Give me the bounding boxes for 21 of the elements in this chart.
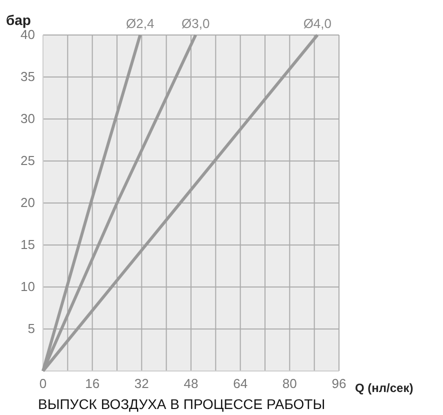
x-tick-label: 48 [184,376,198,392]
y-tick-label: 40 [20,27,35,42]
y-tick-label: 15 [20,237,35,252]
x-tick-label: 80 [282,376,297,392]
y-tick-label: 30 [20,111,35,126]
y-tick-label: 5 [28,321,35,336]
text: ВЫПУСК ВОЗДУХА В ПРОЦЕССЕ РАБОТЫ [38,396,326,412]
x-tick-label: 0 [39,376,47,392]
y-axis-title: бар [6,12,31,28]
y-tick-label: 20 [20,195,35,210]
x-tick-label: 64 [233,376,248,392]
x-tick-label: 32 [134,376,149,392]
y-tick-label: 25 [20,153,35,168]
series-label: Ø3,0 [182,16,210,31]
y-tick-label: 35 [20,69,35,84]
y-tick-label: 10 [20,279,35,294]
series-label: Ø2,4 [126,16,154,31]
x-axis-title: Q (нл/сек) [355,381,414,395]
x-tick-label: 16 [85,376,100,392]
x-tick-label: 96 [332,376,346,392]
series-label: Ø4,0 [303,16,332,31]
